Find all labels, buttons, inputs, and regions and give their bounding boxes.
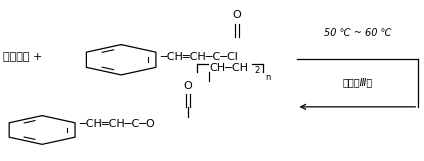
Text: 2: 2 (254, 66, 259, 75)
Text: O: O (183, 81, 192, 91)
Text: 聚乙烯醇 +: 聚乙烯醇 + (3, 52, 42, 62)
Text: O: O (232, 10, 241, 20)
Text: ─CH═CH─C─Cl: ─CH═CH─C─Cl (160, 52, 238, 62)
Text: n: n (265, 72, 270, 81)
Text: CH─CH: CH─CH (209, 63, 248, 73)
Text: ─CH═CH─C─O: ─CH═CH─C─O (79, 119, 155, 129)
Text: 反应（Ⅲ）: 反应（Ⅲ） (342, 77, 373, 87)
Text: 50 ℃ ~ 60 ℃: 50 ℃ ~ 60 ℃ (324, 28, 391, 38)
